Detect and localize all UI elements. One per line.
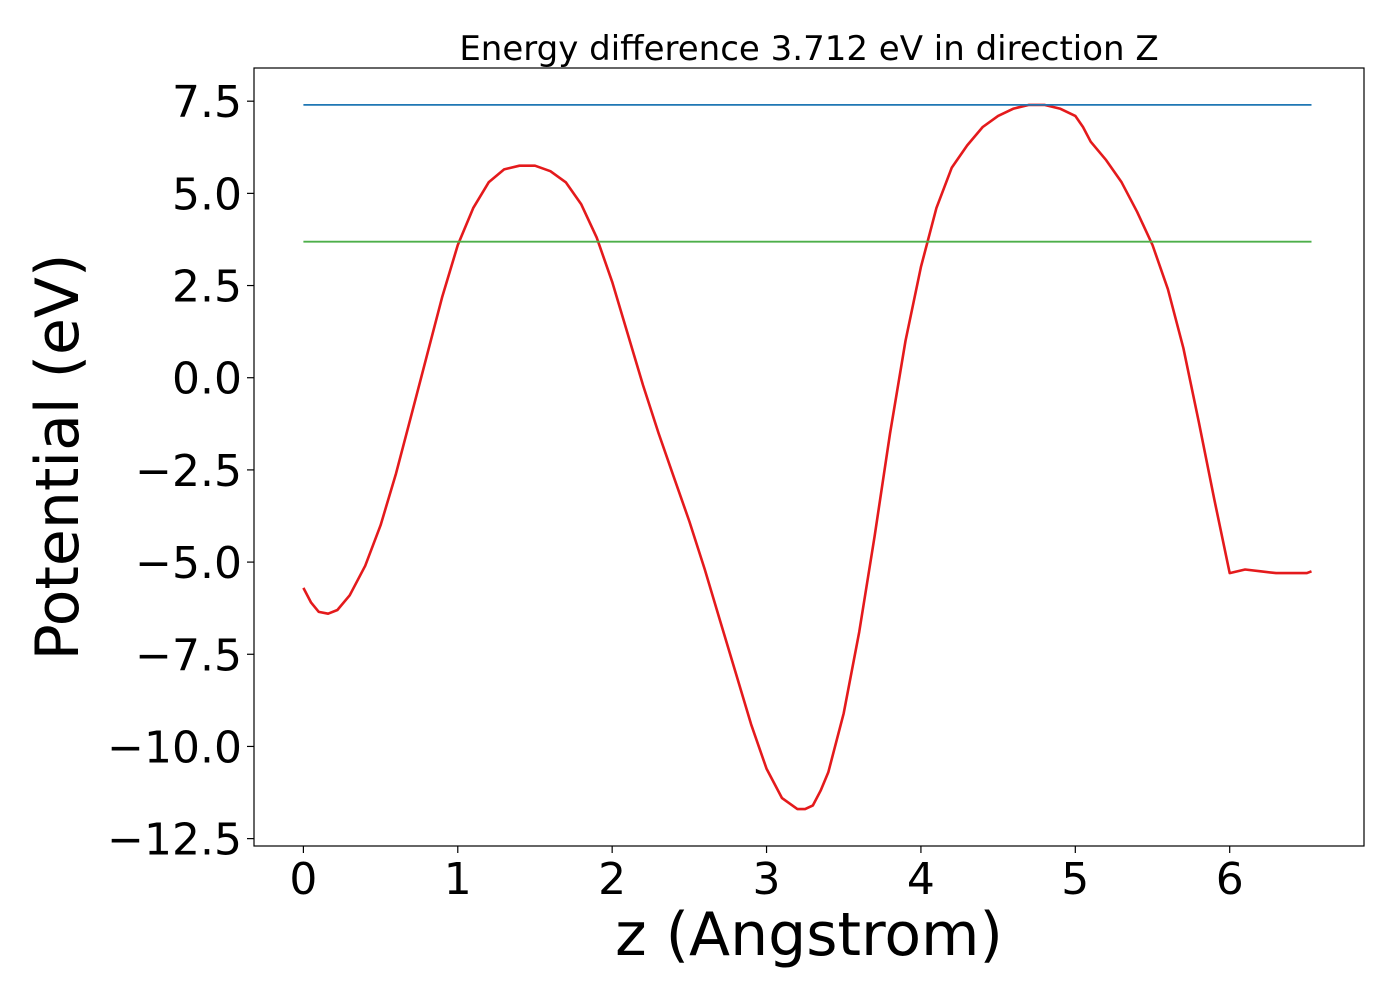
x-tick-label: 4 xyxy=(907,854,935,905)
y-tick-label: −10.0 xyxy=(107,722,242,773)
potential-curve xyxy=(302,103,1312,811)
chart-title: Energy difference 3.712 eV in direction … xyxy=(459,29,1158,69)
x-tick-label: 5 xyxy=(1061,854,1089,905)
y-tick-label: 0.0 xyxy=(172,354,242,405)
x-tick-label: 3 xyxy=(753,854,781,905)
x-axis: 0 1 2 3 4 5 6 xyxy=(289,846,1244,905)
plot-frame xyxy=(253,67,1365,847)
plot-marks xyxy=(302,103,1312,811)
y-tick-label: −12.5 xyxy=(107,815,242,866)
x-tick-label: 0 xyxy=(289,854,317,905)
x-axis-title: z (Angstrom) xyxy=(615,900,1003,970)
y-axis: 7.5 5.0 2.5 0.0 −2.5 −5.0 −7.5 −10.0 −12.5 xyxy=(107,77,254,866)
y-tick-label: 2.5 xyxy=(172,262,242,313)
y-axis-title: Potential (eV) xyxy=(23,254,93,661)
y-tick-label: 7.5 xyxy=(172,77,242,128)
y-tick-label: −7.5 xyxy=(135,630,242,681)
y-tick-label: 5.0 xyxy=(172,169,242,220)
y-tick-label: −2.5 xyxy=(135,446,242,497)
x-tick-label: 2 xyxy=(598,854,626,905)
x-tick-label: 1 xyxy=(444,854,472,905)
x-tick-label: 6 xyxy=(1216,854,1244,905)
y-tick-label: −5.0 xyxy=(135,538,242,589)
